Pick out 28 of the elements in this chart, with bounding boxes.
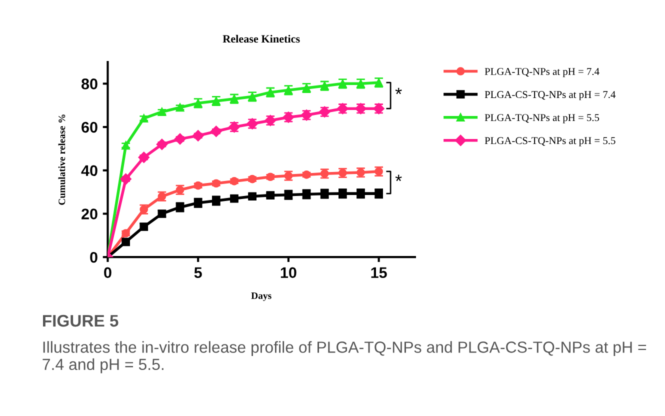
- point: [248, 192, 256, 201]
- y-tick-label: 0: [90, 252, 98, 263]
- x-tick-label: 15: [371, 267, 387, 278]
- text: Illustrates the in-vitro release profile of PLGA-TQ-NPs and PLGA-CS-TQ-NPs at pH = 7.4 and pH = 5.5.: [42, 341, 646, 374]
- legend-label: PLGA-TQ-NPs at pH = 5.5: [484, 114, 600, 124]
- x-tick-label: 10: [280, 267, 296, 278]
- point: [174, 133, 186, 145]
- legend-label: PLGA-CS-TQ-NPs at pH = 5.5: [484, 137, 616, 146]
- point: [138, 152, 150, 163]
- caption: FIGURE 5: [43, 314, 118, 327]
- y-axis-title: Cumulative release %: [58, 114, 66, 205]
- legend-label: PLGA-CS-TQ-NPs at pH = 7.4: [484, 91, 616, 100]
- y-tick-label: 60: [82, 122, 98, 133]
- point: [156, 138, 168, 150]
- y-tick-label: 80: [82, 78, 98, 90]
- point: [192, 130, 204, 142]
- point: [210, 126, 222, 137]
- point: [122, 238, 130, 246]
- point: [120, 173, 132, 185]
- legend-label: PLGA-TQ-NPs at pH = 7.4: [484, 68, 600, 78]
- annotation: *: [395, 88, 402, 94]
- x-axis-title: Days: [251, 292, 272, 301]
- y-tick-label: 20: [82, 208, 98, 220]
- chart-title: Release Kinetics: [222, 34, 300, 43]
- y-tick-label: 40: [81, 165, 98, 176]
- annotation: *: [395, 174, 402, 182]
- x-tick-label: 0: [104, 267, 112, 278]
- x-tick-label: 5: [194, 267, 202, 278]
